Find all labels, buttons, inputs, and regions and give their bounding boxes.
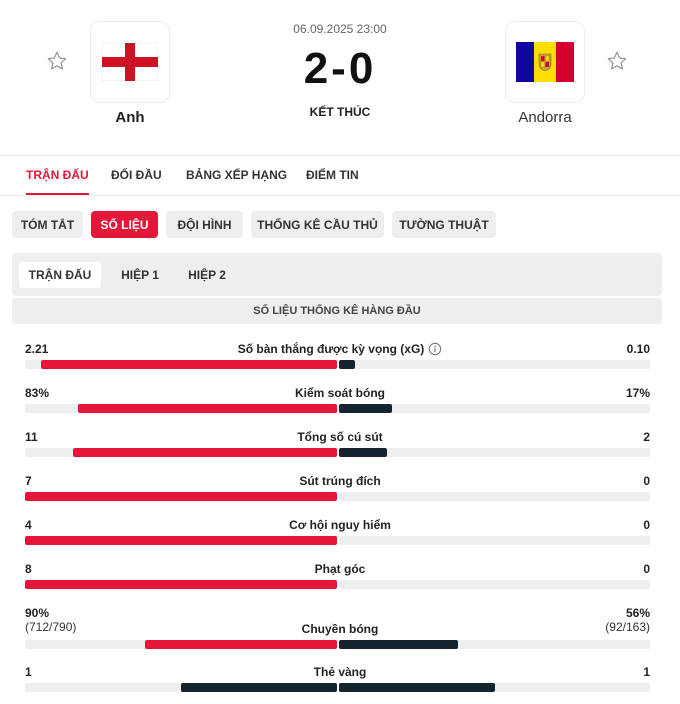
stat-home-value: 8 <box>25 562 32 576</box>
info-circle-icon[interactable] <box>428 342 442 356</box>
stat-row-total-shots: 11 Tổng số cú sút 2 <box>0 430 680 470</box>
match-header: Anh 06.09.2025 23:00 2-0 KẾT THÚC Andorr… <box>0 0 680 156</box>
stat-away-track <box>339 580 650 589</box>
stat-home-bar <box>40 360 337 369</box>
stat-away-detail: (92/163) <box>605 620 650 634</box>
stat-away-value: 17% <box>625 386 650 400</box>
stat-away-bar <box>339 640 459 649</box>
stat-row-passes: 90% (712/790) Chuyền bóng 56% (92/163) <box>0 606 680 654</box>
stat-away-value: 0 <box>643 518 650 532</box>
andorra-flag-icon <box>516 42 574 82</box>
stat-label: Số bàn thắng được kỳ vọng (xG) <box>190 342 490 356</box>
stat-home-value: 2.21 <box>25 342 49 356</box>
stat-home-bar <box>73 448 337 457</box>
period-tabs: TRẬN ĐẤU HIỆP 1 HIỆP 2 <box>12 253 662 296</box>
stat-away-bar <box>339 404 392 413</box>
home-team-name[interactable]: Anh <box>115 109 145 126</box>
tab-standings[interactable]: BẢNG XẾP HẠNG <box>186 168 288 182</box>
stat-home-main: 90% <box>25 606 50 620</box>
stat-home-value: 83% <box>25 386 50 400</box>
stat-home-track <box>25 683 337 692</box>
stat-label-text: Số bàn thắng được kỳ vọng (xG) <box>237 342 425 356</box>
stat-label: Sút trúng đích <box>299 474 381 488</box>
period-tab-full-match[interactable]: TRẬN ĐẤU <box>19 262 101 288</box>
stat-label: Phạt góc <box>314 562 366 576</box>
stat-home-value: 4 <box>25 518 32 532</box>
stat-home-bar <box>25 580 337 589</box>
stat-home-track <box>25 580 337 589</box>
stat-away-value: 2 <box>643 430 650 444</box>
england-flag-icon <box>102 43 158 81</box>
match-score: 2-0 <box>303 44 377 93</box>
subtab-summary[interactable]: TÓM TẮT <box>12 211 83 238</box>
tab-match[interactable]: TRẬN ĐẤU <box>26 168 89 195</box>
stat-row-corners: 8 Phạt góc 0 <box>0 562 680 602</box>
stat-home-value: 11 <box>25 430 38 444</box>
stat-row-big-chances: 4 Cơ hội nguy hiểm 0 <box>0 518 680 558</box>
main-tabs: TRẬN ĐẤU ĐỐI ĐẦU BẢNG XẾP HẠNG ĐIỂM TIN <box>0 156 680 196</box>
stat-row-shots-on-target: 7 Sút trúng đích 0 <box>0 474 680 514</box>
stat-away-bar <box>339 683 495 692</box>
stat-label: Chuyền bóng <box>301 622 379 636</box>
stat-home-track <box>25 640 337 649</box>
stat-home-bar <box>181 683 337 692</box>
stat-home-bar <box>25 536 337 545</box>
period-tab-first-half[interactable]: HIỆP 1 <box>121 268 159 282</box>
stat-home-value: 1 <box>25 665 32 679</box>
stat-away-track <box>339 448 650 457</box>
stat-row-possession: 83% Kiểm soát bóng 17% <box>0 386 680 426</box>
star-outline-icon[interactable] <box>606 50 628 72</box>
stat-away-value: 1 <box>643 665 650 679</box>
stat-away-value: 56% (92/163) <box>605 606 650 634</box>
stat-away-track <box>339 536 650 545</box>
stat-home-bar <box>144 640 337 649</box>
subtab-stats[interactable]: SỐ LIỆU <box>91 211 158 238</box>
stat-away-track <box>339 360 650 369</box>
stat-label: Thẻ vàng <box>313 665 367 679</box>
stat-home-track <box>25 492 337 501</box>
stat-home-track <box>25 360 337 369</box>
tab-news[interactable]: ĐIỂM TIN <box>306 168 359 182</box>
stat-home-value: 7 <box>25 474 32 488</box>
stat-home-bar <box>25 492 337 501</box>
home-team-logo[interactable] <box>90 21 170 103</box>
match-datetime: 06.09.2025 23:00 <box>293 22 387 36</box>
stat-away-track <box>339 492 650 501</box>
stat-home-value: 90% (712/790) <box>25 606 76 634</box>
subtab-commentary[interactable]: TƯỜNG THUẬT <box>392 211 496 238</box>
stat-away-track <box>339 683 650 692</box>
period-tab-second-half[interactable]: HIỆP 2 <box>188 268 226 282</box>
subtab-lineups[interactable]: ĐỘI HÌNH <box>166 211 243 238</box>
stat-row-xg: 2.21 Số bàn thắng được kỳ vọng (xG) 0.10 <box>0 342 680 382</box>
stat-away-value: 0.10 <box>626 342 650 356</box>
stat-home-detail: (712/790) <box>25 620 77 634</box>
stat-label: Cơ hội nguy hiểm <box>289 518 391 532</box>
stat-away-bar <box>339 448 387 457</box>
subtab-player-stats[interactable]: THỐNG KÊ CẦU THỦ <box>251 211 384 238</box>
stat-away-value: 0 <box>643 474 650 488</box>
stat-row-yellow-cards: 1 Thẻ vàng 1 <box>0 665 680 704</box>
away-team-name[interactable]: Andorra <box>518 109 572 126</box>
stat-label: Tổng số cú sút <box>297 430 383 444</box>
stat-away-bar <box>339 360 355 369</box>
stat-away-track <box>339 404 650 413</box>
stat-home-track <box>25 536 337 545</box>
stat-away-track <box>339 640 650 649</box>
stat-home-track <box>25 404 337 413</box>
away-team-logo[interactable] <box>505 21 585 103</box>
tab-head-to-head[interactable]: ĐỐI ĐẦU <box>111 168 162 182</box>
stat-label: Kiểm soát bóng <box>294 386 385 400</box>
stat-home-track <box>25 448 337 457</box>
section-title: SỐ LIỆU THỐNG KÊ HÀNG ĐẦU <box>12 298 662 324</box>
stat-away-value: 0 <box>643 562 650 576</box>
stat-home-bar <box>78 404 337 413</box>
star-outline-icon[interactable] <box>46 50 68 72</box>
stat-away-main: 56% <box>625 606 650 620</box>
match-status: KẾT THÚC <box>309 105 371 119</box>
